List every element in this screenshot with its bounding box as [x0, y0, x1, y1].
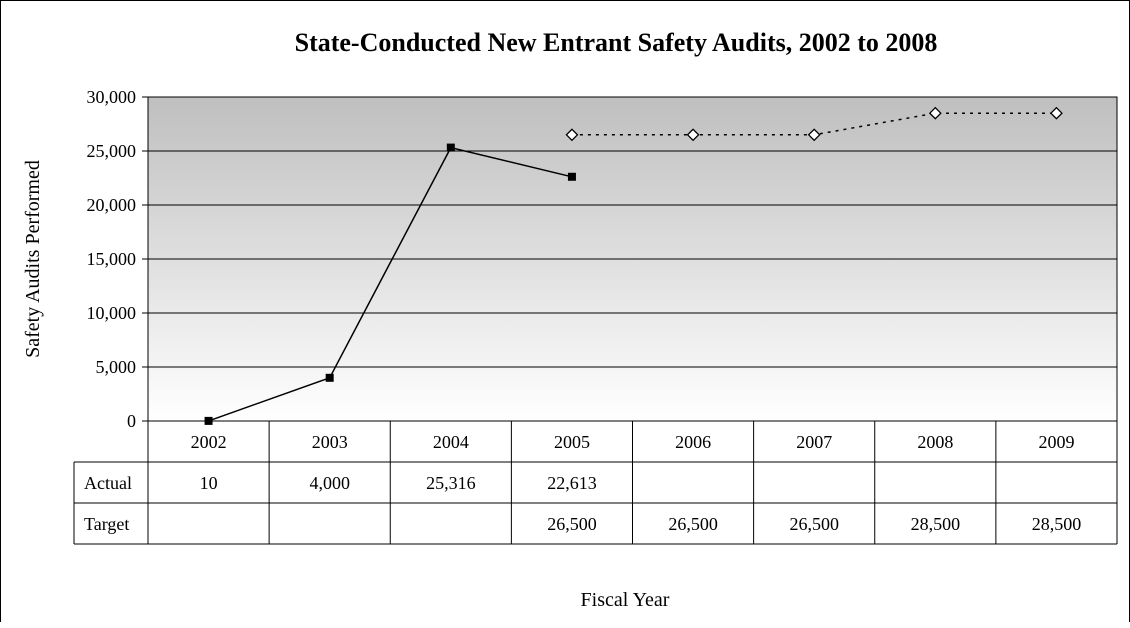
y-axis-label: Safety Audits Performed — [22, 160, 44, 358]
x-tick-label: 2008 — [917, 432, 953, 452]
x-axis-label: Fiscal Year — [581, 589, 670, 611]
data-label: 25,316 — [426, 473, 476, 493]
marker-target — [928, 106, 942, 120]
x-tick-label: 2006 — [675, 432, 711, 452]
marker-target — [686, 128, 700, 142]
series-line-actual — [208, 146, 573, 422]
y-tick-label: 5,000 — [96, 357, 137, 377]
x-tick-label: 2009 — [1038, 432, 1074, 452]
table-row-label: Target — [84, 514, 129, 534]
y-tick-label: 25,000 — [87, 141, 137, 161]
y-tick-label: 20,000 — [87, 195, 137, 215]
marker-actual — [446, 143, 455, 152]
y-tick-label: 0 — [127, 411, 136, 431]
x-tick-label: 2002 — [191, 432, 227, 452]
marker-actual — [567, 172, 576, 181]
x-tick-label: 2007 — [796, 432, 832, 452]
data-label: 28,500 — [911, 514, 961, 534]
y-tick-label: 30,000 — [87, 87, 137, 107]
data-table: 2002 2003 2004 2005 2006 2007 2008 2009 Actual 10… — [73, 421, 1118, 545]
data-label: 26,500 — [789, 514, 839, 534]
marker-actual — [204, 416, 213, 425]
x-tick-label: 2003 — [312, 432, 348, 452]
x-tick-label: 2004 — [433, 432, 469, 452]
data-label: 26,500 — [668, 514, 718, 534]
gridlines — [142, 96, 1117, 422]
data-label: 10 — [200, 473, 218, 493]
marker-actual — [325, 373, 334, 382]
marker-target — [807, 128, 821, 142]
data-label: 28,500 — [1032, 514, 1082, 534]
data-label: 26,500 — [547, 514, 597, 534]
x-tick-label: 2005 — [554, 432, 590, 452]
chart-title: State-Conducted New Entrant Safety Audit… — [295, 28, 938, 57]
y-tick-labels: 0 5,000 10,000 15,000 20,000 25,000 30,000 — [87, 87, 137, 431]
marker-target — [565, 128, 579, 142]
y-tick-label: 15,000 — [87, 249, 137, 269]
y-tick-label: 10,000 — [87, 303, 137, 323]
table-row-label: Actual — [84, 473, 132, 493]
series-layer — [204, 106, 1063, 425]
data-label: 4,000 — [309, 473, 350, 493]
marker-target — [1050, 106, 1063, 120]
data-label: 22,613 — [547, 473, 597, 493]
